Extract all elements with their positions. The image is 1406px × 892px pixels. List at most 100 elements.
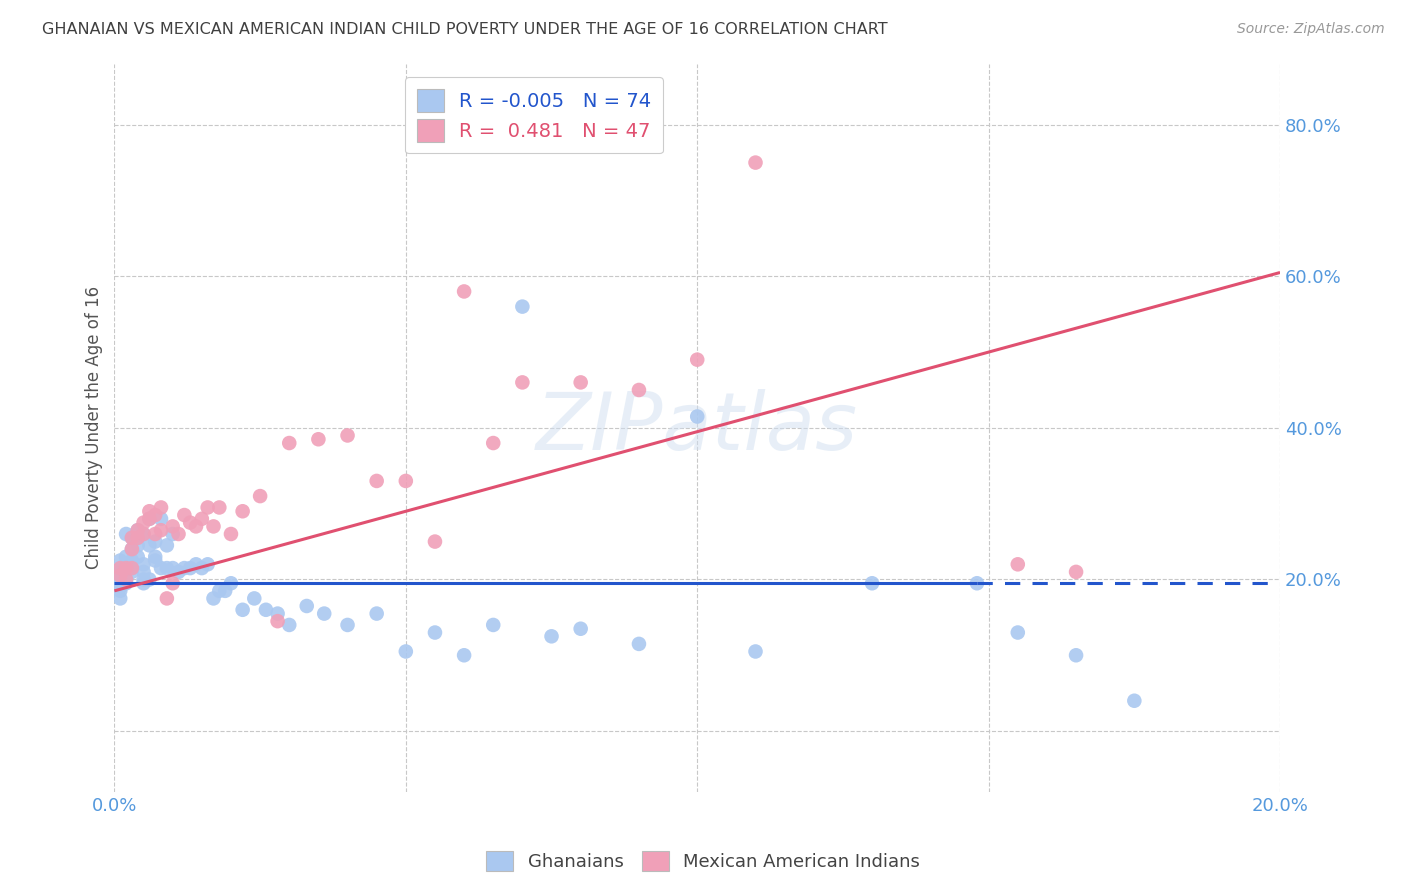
Point [143, 549, 166, 564]
Point [540, 629, 562, 643]
Point [115, 558, 138, 572]
Legend: R = -0.005   N = 74, R =  0.481   N = 47: R = -0.005 N = 74, R = 0.481 N = 47 [405, 78, 664, 153]
Point [219, 576, 242, 591]
Point [162, 561, 184, 575]
Point [127, 531, 149, 545]
Point [156, 591, 179, 606]
Point [162, 527, 184, 541]
Point [127, 523, 149, 537]
Point [482, 618, 505, 632]
Point [295, 599, 318, 613]
Point [132, 576, 155, 591]
Point [127, 538, 149, 552]
Point [191, 512, 214, 526]
Point [482, 436, 505, 450]
Point [249, 489, 271, 503]
Point [110, 561, 132, 575]
Point [132, 527, 155, 541]
Point [744, 155, 766, 169]
Point [138, 538, 160, 552]
Point [121, 565, 143, 579]
Point [132, 565, 155, 579]
Point [627, 383, 650, 397]
Y-axis label: Child Poverty Under the Age of 16: Child Poverty Under the Age of 16 [86, 286, 103, 569]
Point [121, 531, 143, 545]
Text: Source: ZipAtlas.com: Source: ZipAtlas.com [1237, 22, 1385, 37]
Point [1007, 625, 1029, 640]
Point [366, 474, 388, 488]
Point [115, 573, 138, 587]
Point [110, 568, 132, 582]
Point [512, 376, 534, 390]
Point [254, 603, 277, 617]
Point [143, 553, 166, 567]
Point [132, 527, 155, 541]
Point [184, 519, 207, 533]
Point [127, 531, 149, 545]
Point [110, 580, 132, 594]
Point [208, 583, 231, 598]
Point [243, 591, 266, 606]
Point [115, 561, 138, 575]
Point [150, 561, 173, 575]
Legend: Ghanaians, Mexican American Indians: Ghanaians, Mexican American Indians [479, 844, 927, 879]
Point [569, 376, 592, 390]
Point [423, 534, 446, 549]
Point [179, 516, 201, 530]
Point [395, 474, 418, 488]
Point [150, 512, 173, 526]
Point [132, 558, 155, 572]
Point [115, 549, 138, 564]
Point [121, 553, 143, 567]
Point [202, 591, 225, 606]
Point [110, 565, 132, 579]
Point [138, 504, 160, 518]
Point [219, 527, 242, 541]
Point [336, 618, 359, 632]
Point [278, 436, 301, 450]
Point [1123, 694, 1146, 708]
Point [569, 622, 592, 636]
Point [1007, 558, 1029, 572]
Point [110, 553, 132, 567]
Point [395, 644, 418, 658]
Point [115, 576, 138, 591]
Point [150, 500, 173, 515]
Point [314, 607, 336, 621]
Point [184, 558, 207, 572]
Point [121, 542, 143, 557]
Point [366, 607, 388, 621]
Point [132, 516, 155, 530]
Text: ZIPatlas: ZIPatlas [536, 389, 858, 467]
Point [686, 352, 709, 367]
Point [110, 591, 132, 606]
Point [453, 285, 475, 299]
Point [266, 607, 288, 621]
Point [162, 519, 184, 533]
Point [127, 523, 149, 537]
Point [121, 531, 143, 545]
Point [307, 432, 329, 446]
Point [860, 576, 883, 591]
Point [138, 512, 160, 526]
Point [115, 527, 138, 541]
Point [156, 561, 179, 575]
Point [214, 583, 236, 598]
Point [150, 523, 173, 537]
Point [453, 648, 475, 663]
Point [173, 508, 195, 522]
Point [278, 618, 301, 632]
Point [110, 583, 132, 598]
Point [138, 512, 160, 526]
Point [173, 561, 195, 575]
Point [208, 500, 231, 515]
Point [627, 637, 650, 651]
Point [138, 573, 160, 587]
Point [197, 558, 219, 572]
Point [110, 561, 132, 575]
Point [336, 428, 359, 442]
Point [423, 625, 446, 640]
Point [110, 568, 132, 582]
Point [1064, 648, 1087, 663]
Point [143, 508, 166, 522]
